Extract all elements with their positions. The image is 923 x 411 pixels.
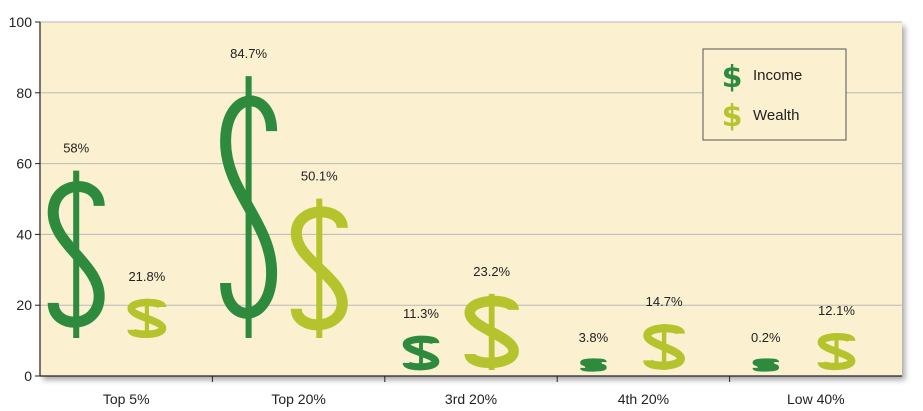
dollar-mark-wealth — [127, 298, 167, 339]
data-label: 21.8% — [128, 269, 165, 284]
dollar-s-curve — [817, 333, 856, 371]
dollar-mark-income — [402, 335, 440, 371]
dollar-mark-wealth — [464, 293, 519, 370]
dollar-mark-income — [752, 358, 780, 372]
legend-income-label: Income — [753, 67, 802, 84]
y-tick-label: 100 — [9, 14, 33, 30]
dollar-s-curve — [290, 206, 348, 331]
legend: $ Income $ Wealth — [702, 48, 847, 141]
y-tick-label: 20 — [16, 297, 32, 313]
dollar-mark-income — [580, 358, 607, 372]
data-label: 50.1% — [301, 169, 338, 184]
x-tick-label: 4th 20% — [618, 391, 669, 407]
data-label: 3.8% — [579, 330, 609, 345]
x-tick-label: 3rd 20% — [445, 391, 497, 407]
dollar-mark-wealth — [643, 323, 685, 370]
dollar-s-curve — [402, 335, 440, 371]
x-tick-label: Top 5% — [103, 391, 150, 407]
x-axis: Top 5% Top 20% 3rd 20% 4th 20% Low 40% — [40, 375, 902, 407]
y-tick-label: 40 — [16, 226, 32, 242]
y-tick-label: 80 — [16, 85, 32, 101]
dollar-mark-wealth — [817, 333, 856, 371]
legend-box — [702, 48, 847, 141]
dollar-s-curve — [464, 295, 519, 369]
x-tick-label: Top 20% — [271, 391, 325, 407]
data-label: 14.7% — [646, 294, 683, 309]
dollar-s-curve — [580, 358, 607, 372]
dollar-s-curve — [752, 358, 780, 372]
legend-wealth-symbol: $ — [722, 99, 743, 134]
legend-wealth-label: Wealth — [753, 107, 799, 124]
legend-income-symbol: $ — [722, 60, 743, 95]
y-axis: 0 20 40 60 80 100 — [9, 14, 41, 384]
dollar-s-curve — [643, 324, 685, 370]
dollar-s-curve — [47, 181, 105, 328]
dollar-mark-income — [47, 170, 105, 338]
data-label: 58% — [63, 141, 89, 156]
y-tick-label: 60 — [16, 156, 32, 172]
dollar-s-curve — [220, 95, 278, 319]
data-label: 23.2% — [473, 264, 510, 279]
data-marks: 58% 84.7% 11.3% 3.8% 0.2% 21.8% 50.1% 23.2% 14.7… — [47, 46, 856, 372]
dollar-mark-income — [220, 76, 278, 338]
data-label: 12.1% — [818, 303, 855, 318]
data-label: 84.7% — [230, 46, 267, 61]
dollar-mark-wealth — [290, 198, 348, 338]
data-label: 11.3% — [403, 306, 439, 321]
data-label: 0.2% — [751, 330, 781, 345]
gridlines — [40, 21, 902, 306]
dollar-s-curve — [127, 298, 167, 339]
y-tick-label: 0 — [24, 368, 32, 384]
x-tick-label: Low 40% — [787, 391, 845, 407]
